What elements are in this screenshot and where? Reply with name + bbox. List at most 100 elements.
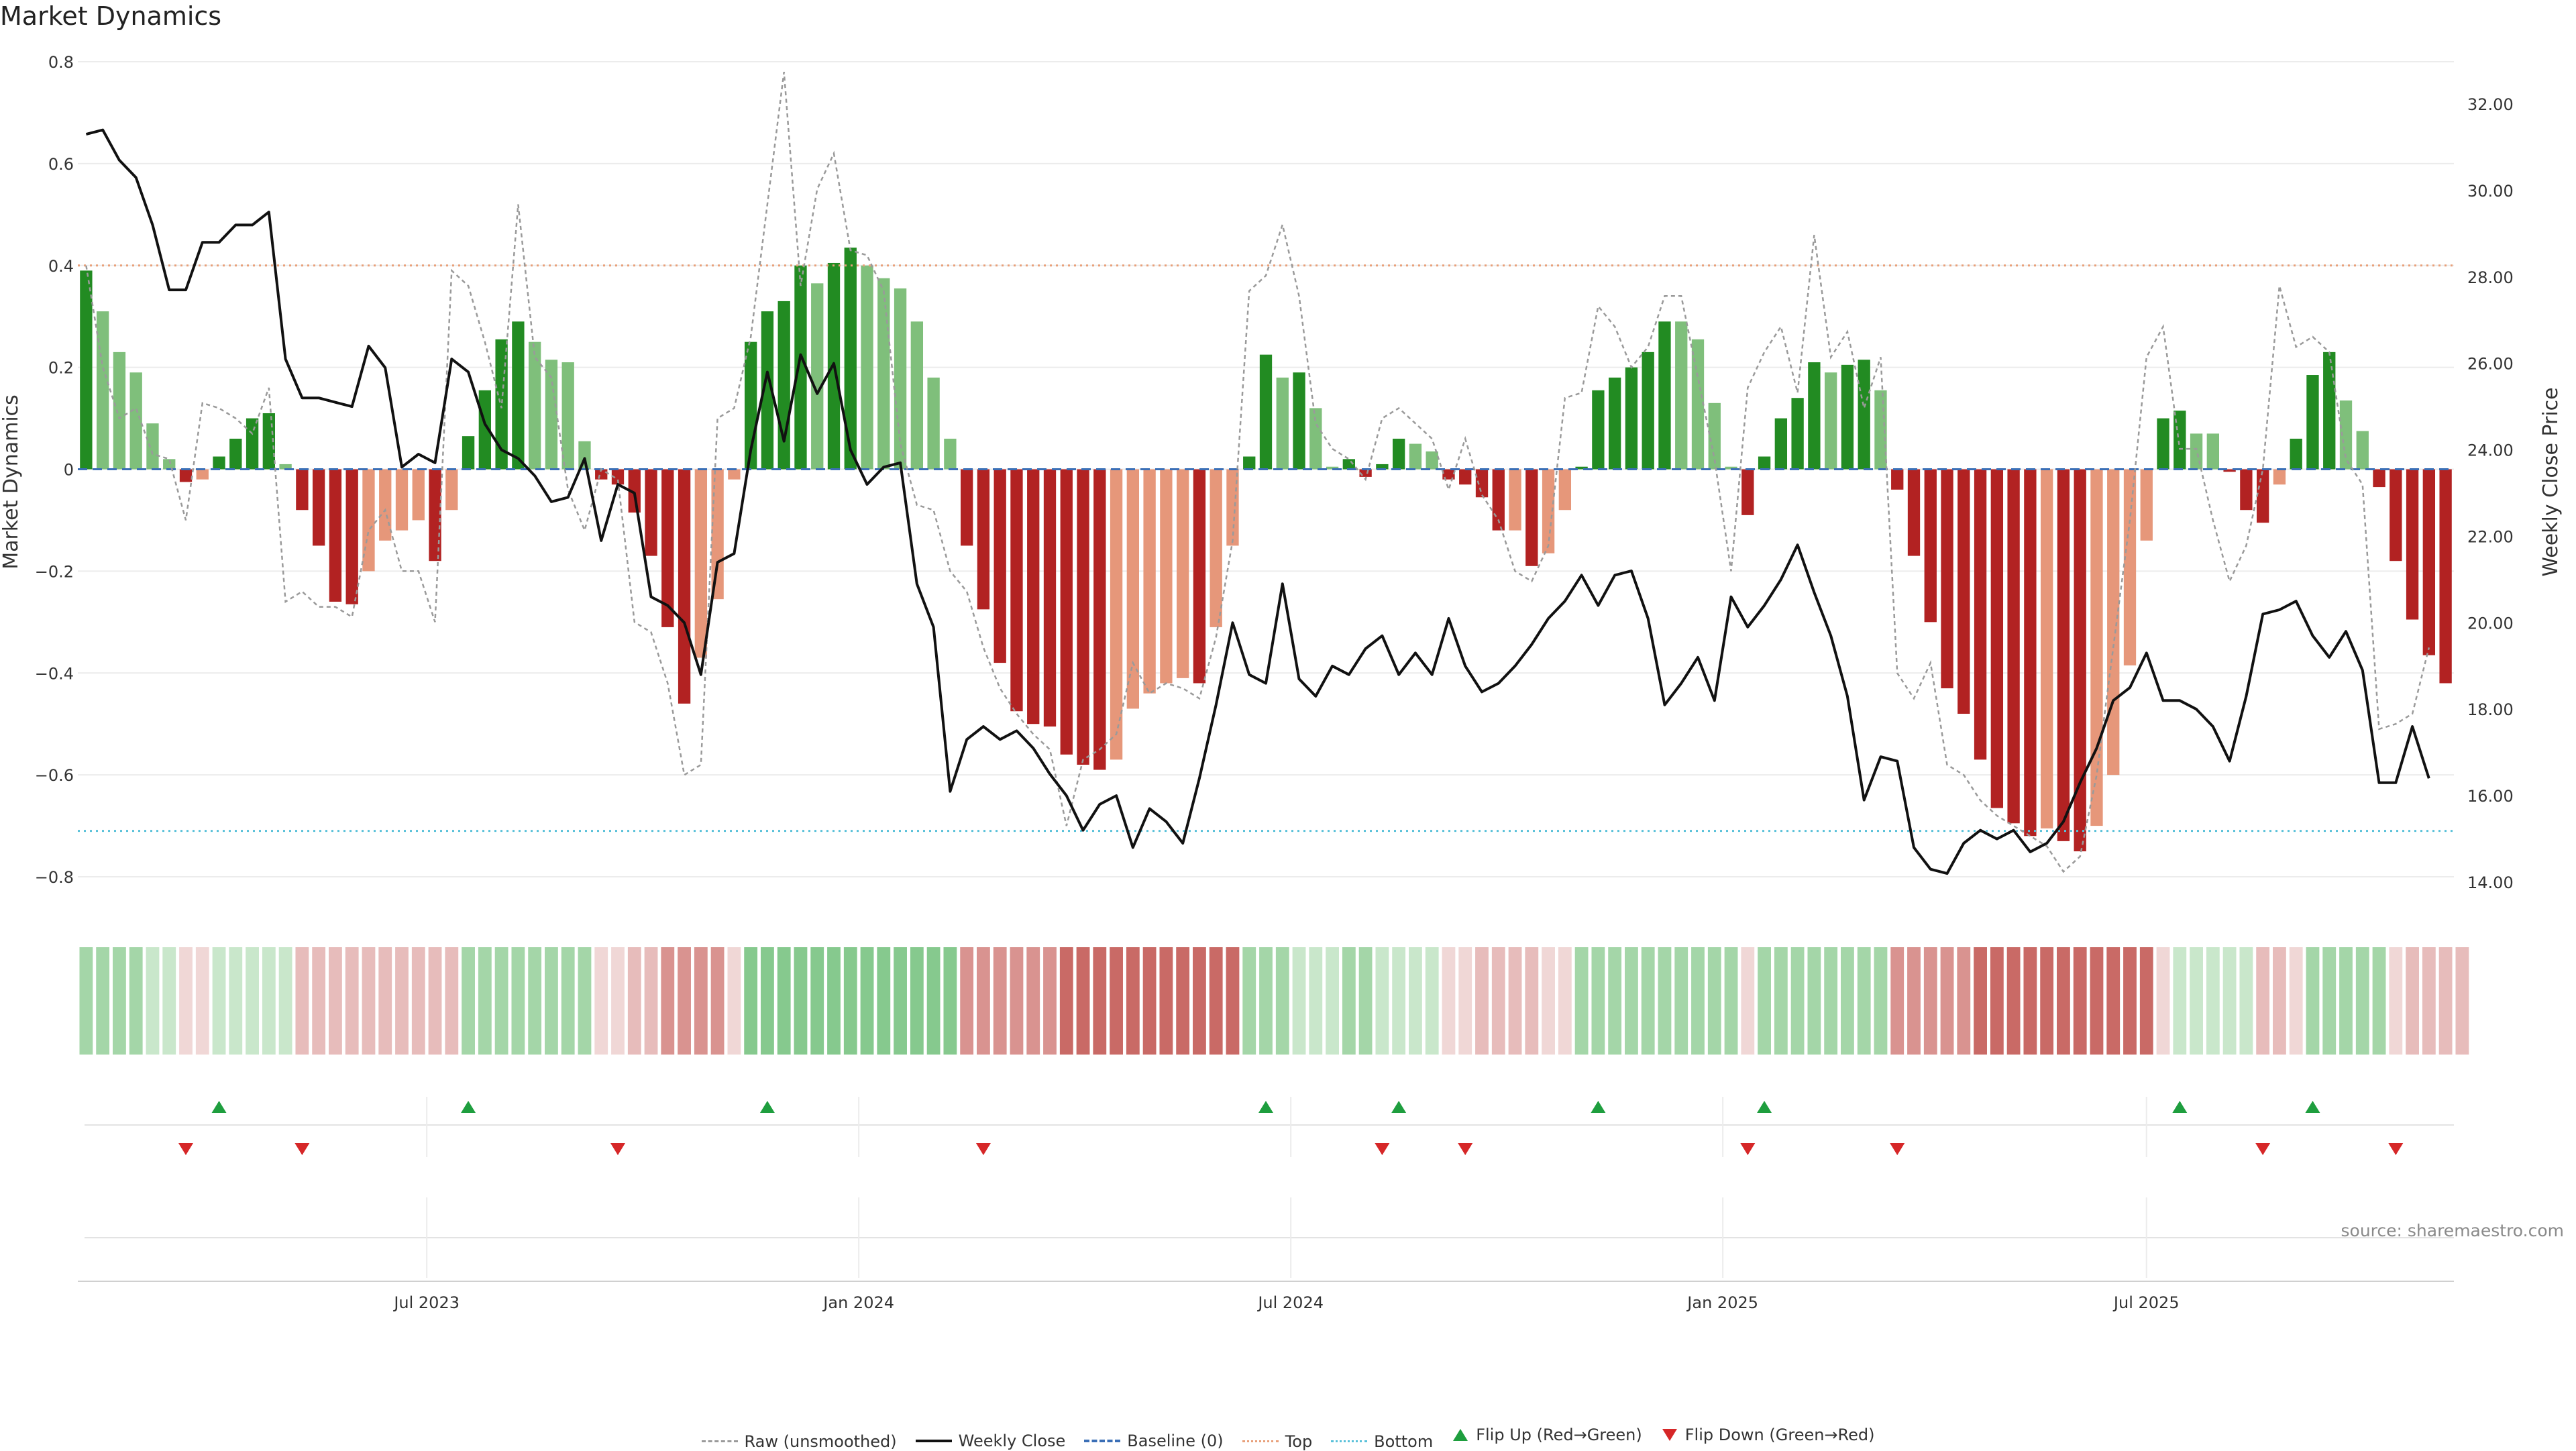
regime-strip-cell — [1176, 947, 1190, 1055]
dynamics-bar — [96, 311, 109, 470]
flip-down-marker — [2255, 1143, 2271, 1155]
legend-label: Raw (unsmoothed) — [744, 1432, 897, 1451]
dynamics-bar — [811, 283, 824, 470]
y2-tick-label: 28.00 — [2467, 268, 2514, 287]
regime-strip-cell — [478, 947, 492, 1055]
dynamics-bar — [578, 441, 591, 470]
y2-tick-label: 32.00 — [2467, 95, 2514, 114]
dynamics-bar — [2290, 438, 2302, 470]
dynamics-bar — [2140, 469, 2153, 541]
regime-strip-cell — [229, 947, 243, 1055]
regime-strip-cell — [246, 947, 259, 1055]
legend-swatch-base — [1084, 1440, 1121, 1442]
y2-tick-label: 22.00 — [2467, 527, 2514, 546]
regime-strip-cell — [1326, 947, 1339, 1055]
dynamics-bar — [1309, 408, 1322, 470]
regime-strip-cell — [2106, 947, 2121, 1055]
regime-strip-cell — [511, 947, 525, 1055]
dynamics-bar — [1525, 469, 1538, 566]
legend-item-top: Top — [1242, 1432, 1312, 1451]
dynamics-bar — [279, 464, 292, 470]
regime-strip-cell — [810, 947, 824, 1055]
regime-strip-cell — [2389, 947, 2403, 1055]
regime-strip-cell — [1126, 947, 1140, 1055]
dynamics-bar — [2174, 411, 2186, 470]
dynamics-bar — [894, 288, 907, 470]
regime-strip-cell — [262, 947, 276, 1055]
regime-strip-cell — [710, 947, 724, 1055]
regime-strip-cell — [1508, 947, 1522, 1055]
dynamics-bar — [1459, 469, 1472, 485]
dynamics-bar — [2406, 469, 2419, 620]
regime-strip-cell — [1458, 947, 1472, 1055]
dynamics-bar — [395, 469, 409, 531]
regime-strip-cell — [96, 947, 110, 1055]
dynamics-bar — [462, 436, 475, 470]
chart-title: Market Dynamics — [0, 1, 222, 31]
dynamics-bar — [1990, 469, 2004, 808]
regime-strip-cell — [195, 947, 209, 1055]
regime-strip-cell — [627, 947, 641, 1055]
dynamics-bar — [1392, 438, 1405, 470]
y-tick-label: 0 — [64, 461, 74, 480]
dynamics-bar — [2040, 469, 2053, 828]
legend-label: Bottom — [1374, 1432, 1434, 1451]
dynamics-bar — [861, 265, 873, 470]
dynamics-bar — [345, 469, 358, 604]
x-tick-label: Jul 2024 — [1256, 1293, 1324, 1312]
regime-strip-cell — [1542, 947, 1555, 1055]
legend-item-down: Flip Down (Green→Red) — [1661, 1426, 1875, 1444]
regime-strip-cell — [2289, 947, 2303, 1055]
dynamics-bar — [661, 469, 674, 627]
dynamics-bar — [80, 270, 93, 470]
dynamics-bar — [1575, 466, 1588, 470]
y2-tick-label: 30.00 — [2467, 182, 2514, 201]
regime-strip-cell — [1043, 947, 1057, 1055]
regime-strip-cell — [794, 947, 808, 1055]
flip-down-marker — [1890, 1143, 1905, 1155]
regime-strip-cell — [1558, 947, 1572, 1055]
weekly-close-line — [85, 128, 2430, 875]
regime-strip-cell — [278, 947, 292, 1055]
dynamics-bar — [1243, 456, 1256, 470]
dynamics-bar — [1342, 459, 1356, 470]
y2-tick-label: 18.00 — [2467, 700, 2514, 719]
regime-strip-cell — [1392, 947, 1406, 1055]
dynamics-bar — [761, 311, 774, 470]
dynamics-bar — [678, 469, 691, 704]
flip-up-marker — [2305, 1101, 2320, 1113]
regime-strip-cell — [910, 947, 924, 1055]
regime-strip-cell — [428, 947, 442, 1055]
y-tick-label: 0.2 — [48, 359, 74, 378]
regime-strip-cell — [1309, 947, 1323, 1055]
regime-strip-cell — [1193, 947, 1206, 1055]
legend-swatch-close — [915, 1440, 952, 1442]
dynamics-bar — [2439, 469, 2452, 684]
dynamics-bar — [2107, 469, 2120, 775]
dynamics-bar — [1625, 367, 1638, 470]
regime-strip-cell — [1658, 947, 1672, 1055]
regime-strip-cell — [1409, 947, 1422, 1055]
regime-strip-cell — [1142, 947, 1157, 1055]
regime-strip-cell — [1275, 947, 1289, 1055]
legend-label: Weekly Close — [958, 1432, 1066, 1450]
dynamics-bar — [1093, 469, 1106, 770]
dynamics-bar — [1592, 390, 1605, 470]
dynamics-bar — [2123, 469, 2137, 665]
regime-strip-cell — [1790, 947, 1805, 1055]
regime-strip-cell — [1923, 947, 1937, 1055]
legend-label: Flip Up (Red→Green) — [1476, 1426, 1642, 1444]
dynamics-bar — [1359, 469, 1372, 477]
regime-strip-cell — [1110, 947, 1123, 1055]
regime-strip-cell — [1691, 947, 1705, 1055]
dynamics-bar — [1010, 469, 1023, 712]
dynamics-bar — [2206, 433, 2220, 470]
regime-strip-cell — [2156, 947, 2170, 1055]
legend-swatch-bottom — [1331, 1440, 1368, 1442]
dynamics-bar — [1259, 354, 1273, 470]
dynamics-bar — [2273, 469, 2286, 485]
regime-strip-cell — [2057, 947, 2070, 1055]
dynamics-bar — [910, 321, 924, 470]
dynamics-bar — [645, 469, 657, 556]
